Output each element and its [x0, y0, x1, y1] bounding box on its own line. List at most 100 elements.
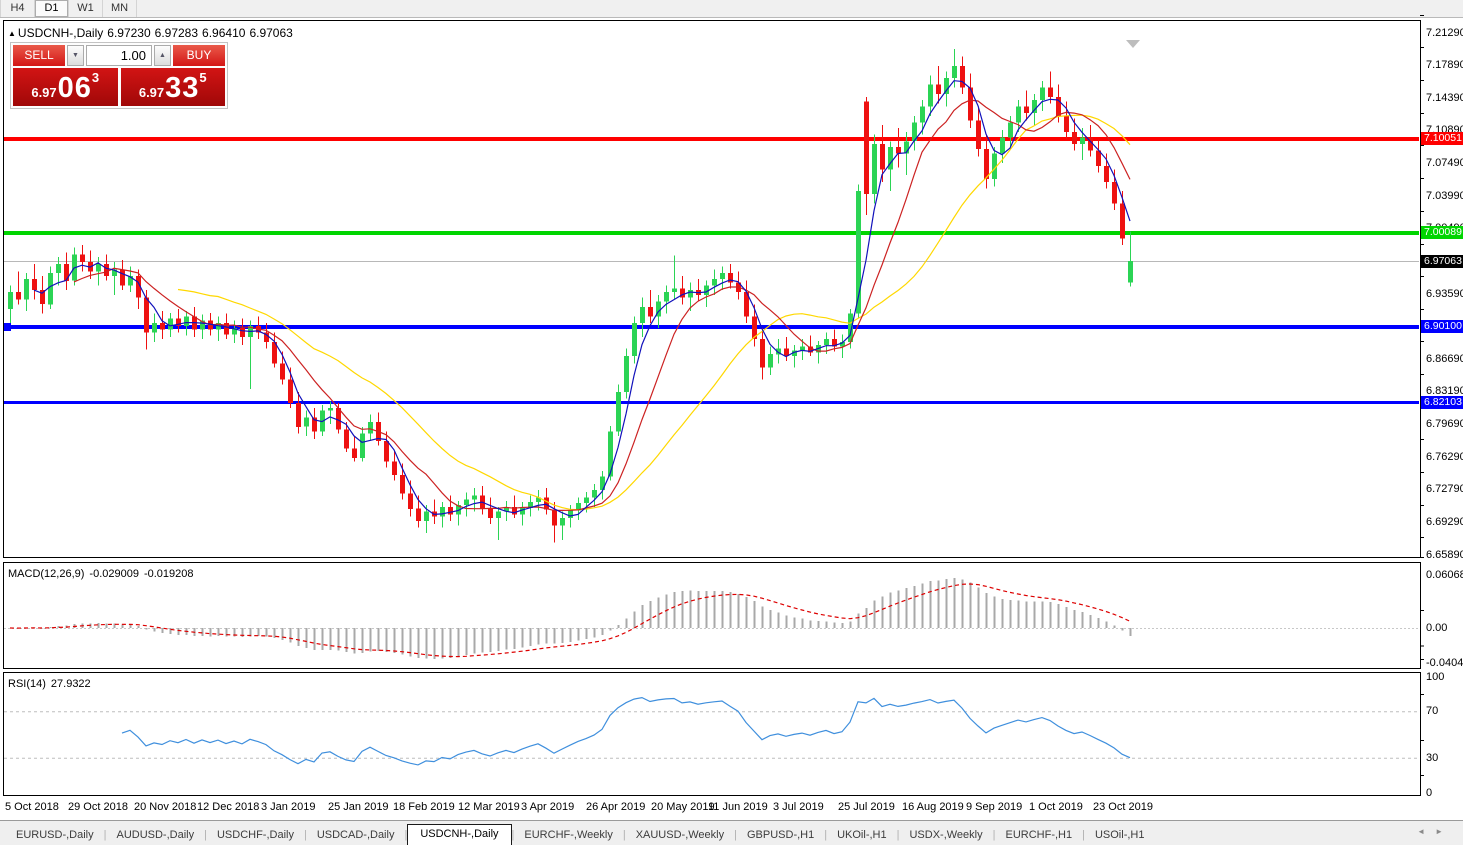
- buy-price-big: 33: [165, 72, 200, 104]
- ohlc-open: 6.97230: [107, 26, 151, 40]
- price-axis-label: 6.79690: [1426, 418, 1463, 430]
- tab-eurusd-daily[interactable]: EURUSD-,Daily: [16, 829, 94, 841]
- price-axis-label: 6.69290: [1426, 516, 1463, 528]
- date-axis-label: 12 Dec 2018: [197, 801, 260, 813]
- price-axis-label: 7.17890: [1426, 59, 1463, 71]
- sell-price-panel[interactable]: 6.97 06 3: [13, 68, 118, 106]
- tab-usoil-h1[interactable]: USOil-,H1: [1094, 829, 1145, 841]
- date-axis-label: 25 Jan 2019: [328, 801, 389, 813]
- price-axis-label: 6.86690: [1426, 353, 1463, 365]
- timeframe-button-d1[interactable]: D1: [35, 0, 69, 17]
- tab-separator: |: [1082, 829, 1085, 841]
- date-axis-label: 9 Sep 2019: [966, 801, 1023, 813]
- buy-price-panel[interactable]: 6.97 33 5: [120, 68, 225, 106]
- tab-xauusd-weekly[interactable]: XAUUSD-,Weekly: [635, 829, 725, 841]
- macd-axis-label: -0.040432: [1426, 657, 1463, 669]
- tab-eurchf-weekly[interactable]: EURCHF-,Weekly: [524, 829, 613, 841]
- date-axis-label: 25 Jul 2019: [838, 801, 895, 813]
- rsi-axis-label: 100: [1426, 671, 1445, 683]
- tab-eurchf-h1[interactable]: EURCHF-,H1: [1005, 829, 1073, 841]
- sell-price-big: 06: [57, 72, 92, 104]
- tabs-scroll-left-icon[interactable]: ◄: [1417, 827, 1436, 836]
- rsi-value: 27.9322: [50, 678, 91, 690]
- timeframe-button-h4[interactable]: H4: [0, 0, 35, 17]
- tab-separator: |: [204, 829, 207, 841]
- price-axis-label: 6.76290: [1426, 451, 1463, 463]
- tab-ukoil-h1[interactable]: UKOil-,H1: [837, 829, 887, 841]
- tab-usdcnh-daily[interactable]: USDCNH-,Daily: [407, 824, 512, 845]
- tab-separator: |: [622, 829, 626, 841]
- date-axis-label: 1 Oct 2019: [1029, 801, 1083, 813]
- ohlc-high: 6.97283: [154, 26, 199, 40]
- date-axis-label: 3 Jan 2019: [261, 801, 316, 813]
- price-axis-label: 7.21290: [1426, 27, 1463, 39]
- tab-separator: |: [824, 829, 828, 841]
- tab-separator: |: [896, 829, 900, 841]
- buy-price-sup: 5: [199, 70, 207, 85]
- buy-button[interactable]: BUY: [173, 45, 225, 66]
- chart-workspace: ▲ USDCNH-,Daily 6.97230 6.97283 6.96410 6.970…: [0, 15, 1463, 820]
- macd-axis-label: 0.00: [1426, 622, 1448, 634]
- ohlc-close: 6.97063: [249, 26, 293, 40]
- date-axis-label: 20 Nov 2018: [134, 801, 197, 813]
- rsi-axis-label: 30: [1426, 752, 1439, 764]
- sell-price-prefix: 6.97: [31, 85, 57, 100]
- date-axis-label: 23 Oct 2019: [1093, 801, 1153, 813]
- hline-price-label: 7.10051: [1421, 132, 1463, 145]
- macd-value-main: -0.029009: [89, 568, 139, 580]
- sell-button[interactable]: SELL: [13, 45, 65, 66]
- date-axis: 5 Oct 2018 29 Oct 2018 20 Nov 2018 12 Dec 2…: [3, 797, 1421, 819]
- date-axis-label: 18 Feb 2019: [393, 801, 455, 813]
- current-price-label: 6.97063: [1421, 255, 1463, 268]
- tab-separator: |: [511, 829, 515, 841]
- price-axis-label: 7.14390: [1426, 92, 1463, 104]
- date-axis-label: 11 Jun 2019: [708, 801, 768, 813]
- macd-name: MACD(12,26,9): [8, 568, 85, 580]
- timeframe-button-mn[interactable]: MN: [103, 0, 137, 17]
- volume-increase-button[interactable]: ▲: [154, 45, 171, 66]
- volume-input[interactable]: [86, 45, 152, 66]
- tab-separator: |: [404, 829, 408, 841]
- tab-audusd-daily[interactable]: AUDUSD-,Daily: [116, 829, 195, 841]
- rsi-axis-label: 70: [1426, 705, 1439, 717]
- hline-price-label: 7.00089: [1421, 226, 1463, 239]
- price-axis-label: 6.65890: [1426, 549, 1463, 561]
- chart-title: ▲ USDCNH-,Daily 6.97230 6.97283 6.96410 6.970…: [8, 26, 297, 40]
- date-axis-label: 29 Oct 2018: [68, 801, 128, 813]
- collapse-icon[interactable]: ▲: [8, 29, 16, 38]
- chart-symbol: USDCNH-,Daily: [17, 26, 104, 40]
- tab-separator: |: [734, 829, 737, 841]
- timeframe-button-w1[interactable]: W1: [69, 0, 103, 17]
- date-axis-label: 12 Mar 2019: [458, 801, 520, 813]
- rsi-indicator-panel[interactable]: [3, 672, 1421, 796]
- macd-value-signal: -0.019208: [143, 568, 194, 580]
- tab-separator: |: [992, 829, 996, 841]
- tab-scroll-arrows: ◄►: [1417, 827, 1453, 836]
- date-axis-label: 20 May 2019: [651, 801, 715, 813]
- date-axis-label: 3 Apr 2019: [521, 801, 575, 813]
- tab-separator: |: [303, 829, 307, 841]
- price-axis-label: 6.93590: [1426, 288, 1463, 300]
- macd-label: MACD(12,26,9) -0.029009 -0.019208: [8, 568, 199, 580]
- macd-indicator-panel[interactable]: [3, 562, 1421, 669]
- date-axis-label: 16 Aug 2019: [902, 801, 964, 813]
- price-axis-label: 7.03990: [1426, 190, 1463, 202]
- tab-gbpusd-h1[interactable]: GBPUSD-,H1: [746, 829, 815, 841]
- volume-decrease-button[interactable]: ▼: [67, 45, 84, 66]
- tab-usdchf-daily[interactable]: USDCHF-,Daily: [216, 829, 294, 841]
- rsi-name: RSI(14): [8, 678, 46, 690]
- date-axis-label: 5 Oct 2018: [5, 801, 59, 813]
- macd-axis-label: 0.060687: [1426, 569, 1463, 581]
- tab-usdx-weekly[interactable]: USDX-,Weekly: [909, 829, 983, 841]
- hline-price-label: 6.90100: [1421, 320, 1463, 333]
- tab-separator: |: [103, 829, 107, 841]
- sell-price-sup: 3: [91, 70, 100, 85]
- timeframe-toolbar: H4 D1 W1 MN: [0, 0, 1463, 18]
- symbol-tab-bar: EURUSD-,Daily | AUDUSD-,Daily | USDCHF-,Dail…: [0, 820, 1463, 845]
- tab-usdcad-daily[interactable]: USDCAD-,Daily: [316, 829, 395, 841]
- tabs-scroll-right-icon[interactable]: ►: [1435, 827, 1453, 836]
- ohlc-low: 6.96410: [202, 26, 246, 40]
- date-axis-label: 26 Apr 2019: [586, 801, 646, 813]
- buy-price-prefix: 6.97: [138, 85, 165, 100]
